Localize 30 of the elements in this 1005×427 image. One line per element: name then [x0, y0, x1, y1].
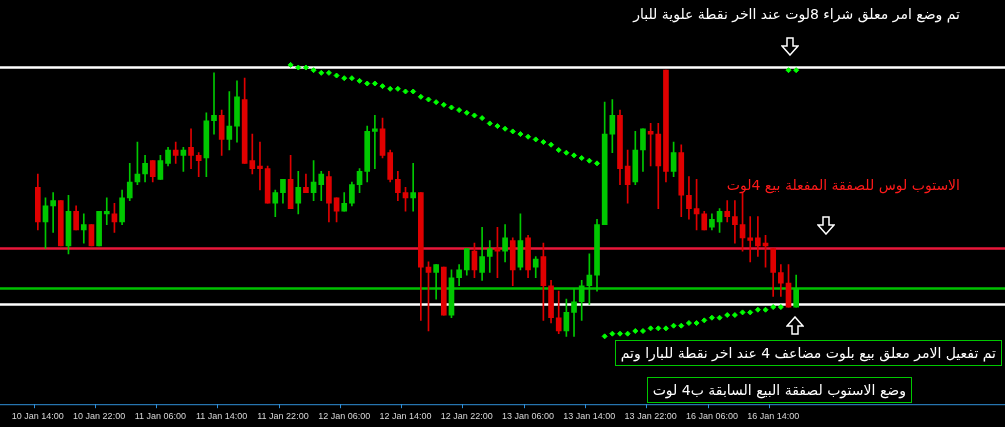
candlestick [188, 128, 194, 169]
candlestick [195, 152, 202, 177]
x-tick-label: 12 Jan 06:00 [318, 411, 371, 422]
x-tick-label: 13 Jan 22:00 [624, 411, 677, 422]
x-tick-label: 12 Jan 22:00 [440, 411, 493, 422]
x-tick-label: 11 Jan 22:00 [257, 411, 309, 422]
x-tick-label: 10 Jan 22:00 [73, 411, 126, 422]
candlestick [755, 216, 761, 257]
x-tick-label: 16 Jan 06:00 [685, 411, 738, 422]
text: تم تفعيل الامر معلق بيع بلوت مضاعف 4 عند اخر نقطة للبارا وتم [614, 340, 1002, 366]
candlestick [410, 163, 416, 212]
candlestick [257, 141, 263, 191]
candlestick [732, 200, 738, 244]
candlestick [103, 197, 110, 225]
x-tick-label: 10 Jan 14:00 [11, 411, 64, 422]
x-tick-label: 11 Jan 14:00 [195, 411, 248, 422]
annotation: الاستوب لوس للصفقة المفعلة بيع 4لوت [726, 176, 960, 194]
text: وضع الاستوب لصفقة البيع السابقة ب4 لوت [646, 377, 912, 403]
text: تم وضع امر معلق شراء 8لوت عند ااخر نقطة علوية للبار [633, 5, 960, 23]
x-tick-label: 16 Jan 14:00 [747, 411, 800, 422]
x-tick-label: 13 Jan 06:00 [502, 411, 555, 422]
candlestick [50, 192, 56, 233]
candlestick [249, 133, 256, 175]
x-tick-label: 12 Jan 14:00 [379, 411, 432, 422]
x-tick-label: 11 Jan 06:00 [134, 411, 187, 422]
x-tick-label: 13 Jan 14:00 [563, 411, 616, 422]
candlestick [372, 115, 378, 169]
candlestick [80, 213, 87, 244]
candlestick [211, 72, 217, 135]
candlestick [747, 216, 754, 263]
